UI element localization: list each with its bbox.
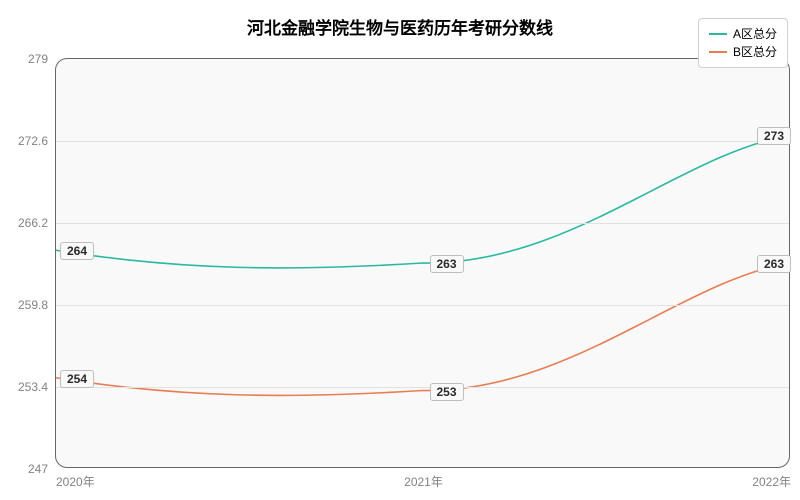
grid-line [56, 387, 789, 388]
legend-item: A区总分 [709, 25, 777, 43]
legend-label: B区总分 [733, 43, 777, 61]
y-tick-label: 279 [28, 52, 56, 66]
x-tick-label: 2021年 [404, 467, 443, 490]
y-tick-label: 266.2 [18, 216, 56, 230]
x-tick-label: 2022年 [752, 467, 791, 490]
y-tick-label: 253.4 [18, 380, 56, 394]
y-tick-label: 247 [28, 462, 56, 476]
data-label: 263 [757, 255, 791, 273]
line-layer [56, 59, 789, 467]
grid-line [56, 305, 789, 306]
y-tick-label: 272.6 [18, 134, 56, 148]
grid-line [56, 223, 789, 224]
data-label: 273 [757, 127, 791, 145]
data-label: 254 [60, 370, 94, 388]
legend-swatch [709, 33, 727, 35]
grid-line [56, 141, 789, 142]
plot-area: 247253.4259.8266.2272.62792020年2021年2022… [55, 58, 790, 468]
chart-title: 河北金融学院生物与医药历年考研分数线 [0, 14, 800, 39]
legend-item: B区总分 [709, 43, 777, 61]
data-label: 264 [60, 242, 94, 260]
y-tick-label: 259.8 [18, 298, 56, 312]
legend-swatch [709, 51, 727, 53]
data-label: 253 [430, 383, 464, 401]
data-label: 263 [430, 255, 464, 273]
x-tick-label: 2020年 [56, 467, 95, 490]
legend-label: A区总分 [733, 25, 777, 43]
series-line [56, 136, 789, 268]
chart-container: 河北金融学院生物与医药历年考研分数线 247253.4259.8266.2272… [0, 0, 800, 500]
legend: A区总分B区总分 [698, 18, 788, 68]
series-line [56, 263, 789, 395]
